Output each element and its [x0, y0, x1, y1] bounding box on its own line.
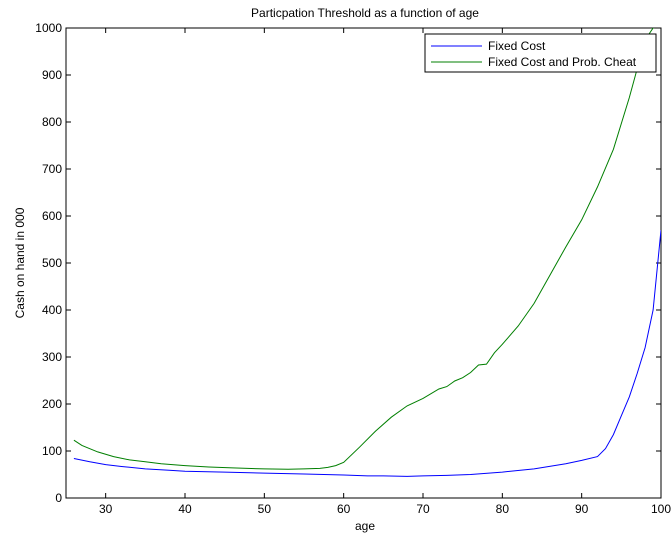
- x-tick-label: 90: [575, 502, 589, 516]
- y-tick-label: 600: [42, 209, 62, 223]
- x-tick-label: 50: [258, 502, 272, 516]
- x-tick-label: 100: [651, 502, 671, 516]
- chart-title: Particpation Threshold as a function of …: [251, 6, 479, 20]
- y-tick-label: 900: [42, 68, 62, 82]
- plot-area: [65, 27, 662, 499]
- y-axis: 0 100 200 300 400 500 600 700 800 900 1000: [35, 21, 661, 505]
- y-tick-label: 200: [42, 397, 62, 411]
- x-tick-label: 40: [178, 502, 192, 516]
- legend: Fixed Cost Fixed Cost and Prob. Cheat: [424, 33, 657, 73]
- x-tick-label: 70: [416, 502, 430, 516]
- series-line-fixed-cost-and-prob-cheat: [73, 28, 655, 470]
- x-axis: 30 40 50 60 70 80 90 100: [99, 28, 671, 516]
- y-tick-label: 400: [42, 303, 62, 317]
- legend-label-fixed-cost: Fixed Cost: [488, 39, 546, 53]
- y-axis-label: Cash on hand in 000: [13, 207, 27, 318]
- legend-box: [424, 33, 657, 73]
- y-tick-label: 800: [42, 115, 62, 129]
- y-tick-label: 1000: [35, 21, 62, 35]
- y-tick-label: 0: [55, 491, 62, 505]
- legend-label-fixed-cost-and-prob-cheat: Fixed Cost and Prob. Cheat: [488, 55, 637, 69]
- y-tick-label: 500: [42, 256, 62, 270]
- series-line-fixed-cost: [73, 230, 661, 477]
- y-tick-label: 100: [42, 444, 62, 458]
- x-tick-label: 80: [496, 502, 510, 516]
- y-tick-label: 700: [42, 162, 62, 176]
- x-tick-label: 60: [337, 502, 351, 516]
- x-axis-label: age: [355, 519, 375, 533]
- x-tick-label: 30: [99, 502, 113, 516]
- y-tick-label: 300: [42, 350, 62, 364]
- series-lines: [73, 28, 661, 477]
